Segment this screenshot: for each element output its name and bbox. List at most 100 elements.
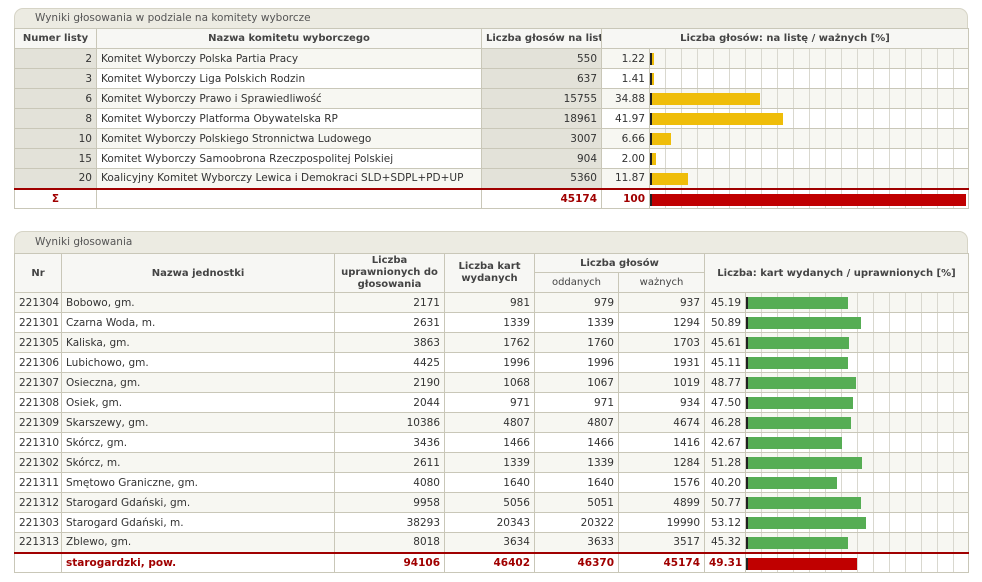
committees-total-bar-fill — [650, 193, 966, 206]
unit-cards: 981 — [444, 292, 535, 313]
unit-eligible: 10386 — [334, 412, 445, 433]
unit-nr: 221312 — [14, 492, 62, 513]
bar-grid — [650, 69, 968, 88]
unit-votes-cast: 1640 — [534, 472, 619, 493]
unit-row: 221302 Skórcz, m. 2611 1339 1339 1284 51.28 — [14, 452, 969, 473]
results-panel: Wyniki głosowania Nr Nazwa jednostki Lic… — [14, 231, 969, 573]
unit-eligible: 8018 — [334, 532, 445, 553]
unit-votes-valid: 1576 — [618, 472, 705, 493]
committees-total-bar — [649, 187, 969, 209]
unit-row: 221307 Osieczna, gm. 2190 1068 1067 1019 48.77 — [14, 372, 969, 393]
bar-grid — [650, 129, 968, 148]
unit-name: Czarna Woda, m. — [61, 312, 335, 333]
turnout-bar-fill — [746, 457, 862, 469]
unit-row: 221313 Zblewo, gm. 8018 3634 3633 3517 45.32 — [14, 532, 969, 553]
unit-votes-valid: 1019 — [618, 372, 705, 393]
list-votes: 550 — [481, 48, 602, 69]
list-number: 3 — [14, 68, 97, 89]
list-percent: 11.87 — [601, 168, 650, 189]
unit-eligible: 9958 — [334, 492, 445, 513]
list-number: 6 — [14, 88, 97, 109]
committee-bar-fill — [650, 153, 656, 165]
total-percent: 100 — [601, 187, 650, 209]
unit-percent: 45.32 — [704, 532, 746, 553]
unit-cards: 971 — [444, 392, 535, 413]
committee-name: Komitet Wyborczy Liga Polskich Rodzin — [96, 68, 482, 89]
unit-name: Bobowo, gm. — [61, 292, 335, 313]
unit-percent: 51.28 — [704, 452, 746, 473]
turnout-bar-fill — [746, 537, 848, 549]
header-votes-cast: oddanych — [534, 272, 619, 293]
results-panel-title: Wyniki głosowania — [14, 231, 968, 253]
unit-percent: 48.77 — [704, 372, 746, 393]
turnout-bar-fill — [746, 477, 837, 489]
total-votes: 45174 — [481, 187, 602, 209]
bar-grid — [650, 149, 968, 168]
header-eligible: Liczba uprawnionych do głosowania — [334, 253, 445, 293]
unit-votes-cast: 1067 — [534, 372, 619, 393]
unit-percent: 45.11 — [704, 352, 746, 373]
unit-nr: 221311 — [14, 472, 62, 493]
turnout-bar — [745, 372, 969, 393]
unit-cards: 1466 — [444, 432, 535, 453]
unit-eligible: 4080 — [334, 472, 445, 493]
unit-name: Skarszewy, gm. — [61, 412, 335, 433]
unit-votes-cast: 20322 — [534, 512, 619, 533]
unit-cards: 1762 — [444, 332, 535, 353]
unit-row: 221309 Skarszewy, gm. 10386 4807 4807 4674 46.… — [14, 412, 969, 433]
unit-nr: 221310 — [14, 432, 62, 453]
unit-nr: 221303 — [14, 512, 62, 533]
committee-bar — [649, 68, 969, 89]
unit-eligible: 3436 — [334, 432, 445, 453]
unit-nr: 221305 — [14, 332, 62, 353]
unit-eligible: 2631 — [334, 312, 445, 333]
unit-name: Zblewo, gm. — [61, 532, 335, 553]
total-nr-empty — [14, 551, 62, 573]
unit-votes-cast: 3633 — [534, 532, 619, 553]
unit-eligible: 38293 — [334, 512, 445, 533]
total-name-empty — [96, 187, 482, 209]
list-percent: 41.97 — [601, 108, 650, 129]
unit-name: Skórcz, gm. — [61, 432, 335, 453]
committee-bar-fill — [650, 53, 654, 65]
total-eligible: 94106 — [334, 551, 445, 573]
unit-percent: 40.20 — [704, 472, 746, 493]
turnout-bar-fill — [746, 417, 851, 429]
list-votes: 904 — [481, 148, 602, 169]
total-turnout-percent: 49.31 — [704, 551, 746, 573]
unit-votes-valid: 19990 — [618, 512, 705, 533]
unit-cards: 1339 — [444, 452, 535, 473]
unit-percent: 45.19 — [704, 292, 746, 313]
list-votes: 3007 — [481, 128, 602, 149]
unit-votes-cast: 1760 — [534, 332, 619, 353]
unit-votes-valid: 1416 — [618, 432, 705, 453]
unit-row: 221310 Skórcz, gm. 3436 1466 1466 1416 42.67 — [14, 432, 969, 453]
unit-cards: 4807 — [444, 412, 535, 433]
turnout-bar — [745, 432, 969, 453]
list-percent: 34.88 — [601, 88, 650, 109]
unit-nr: 221308 — [14, 392, 62, 413]
turnout-bar — [745, 512, 969, 533]
unit-row: 221308 Osiek, gm. 2044 971 971 934 47.50 — [14, 392, 969, 413]
turnout-bar — [745, 452, 969, 473]
list-votes: 18961 — [481, 108, 602, 129]
results-total-bar — [745, 551, 969, 573]
list-votes: 5360 — [481, 168, 602, 189]
turnout-bar-fill — [746, 297, 848, 309]
turnout-bar-fill — [746, 517, 866, 529]
header-unit-name: Nazwa jednostki — [61, 253, 335, 293]
unit-votes-cast: 971 — [534, 392, 619, 413]
unit-percent: 42.67 — [704, 432, 746, 453]
unit-percent: 46.28 — [704, 412, 746, 433]
unit-votes-valid: 1294 — [618, 312, 705, 333]
turnout-bar-fill — [746, 397, 853, 409]
unit-percent: 47.50 — [704, 392, 746, 413]
header-votes-valid: ważnych — [618, 272, 705, 293]
header-committee-name: Nazwa komitetu wyborczego — [96, 28, 482, 49]
turnout-bar — [745, 532, 969, 553]
unit-name: Lubichowo, gm. — [61, 352, 335, 373]
header-cards: Liczba kart wydanych — [444, 253, 535, 293]
unit-name: Starogard Gdański, gm. — [61, 492, 335, 513]
turnout-bar-fill — [746, 317, 861, 329]
committee-bar — [649, 168, 969, 189]
